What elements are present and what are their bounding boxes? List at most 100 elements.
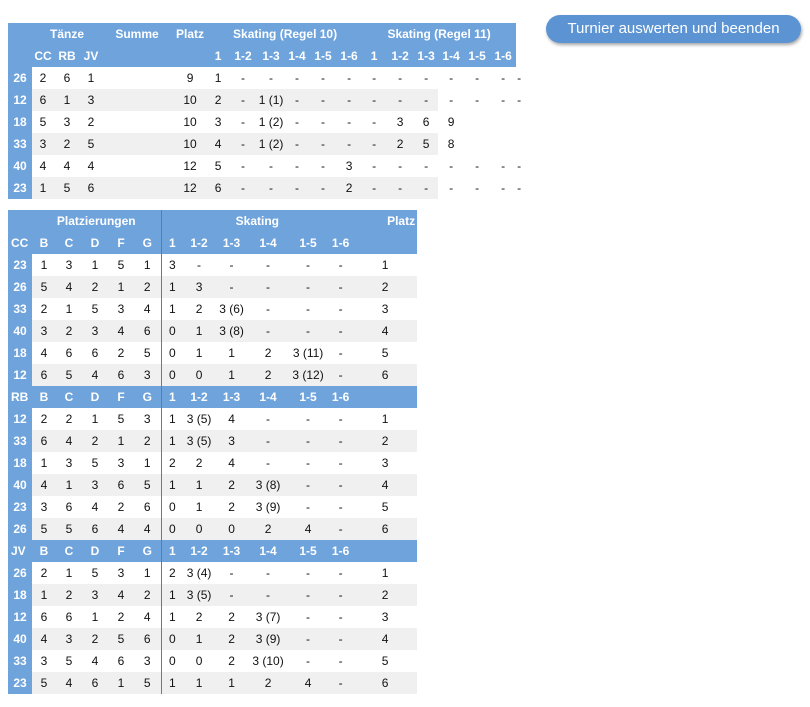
skating-value: 2 (215, 474, 249, 496)
skating11-value: - (516, 89, 522, 111)
header-platzierungen: Platzierungen (32, 210, 162, 232)
skating11-col-header: 1-5 (464, 45, 491, 67)
skating11-value: - (516, 177, 522, 199)
skating-col-header: 1-4 (248, 386, 289, 408)
skating10-value: 1 (2) (258, 111, 285, 133)
skating-value: 4 (215, 408, 249, 430)
skating-value: 0 (183, 650, 216, 672)
skating10-value: 1 (2) (258, 133, 285, 155)
judge-placing: 6 (108, 474, 134, 496)
skating10-value: - (362, 155, 387, 177)
skating-value: - (248, 584, 289, 606)
couple-number: 33 (8, 133, 32, 155)
detail-row: 12 2 2 1 5 3 1 3 (5) 4- - -1 (8, 408, 418, 430)
skating-value: - (288, 496, 329, 518)
skating-value: - (248, 276, 289, 298)
judge-placing: 6 (82, 342, 108, 364)
place-value: 6 (353, 364, 418, 386)
place-value: 5 (208, 155, 229, 177)
skating-value: - (328, 298, 354, 320)
skating-value: 1 (183, 320, 216, 342)
dance-place: 4 (32, 155, 54, 177)
skating-value: 1 (215, 364, 249, 386)
judge-placing: 1 (82, 606, 108, 628)
judge-placing: 3 (82, 320, 108, 342)
place-value: 3 (353, 298, 418, 320)
section-header-jv: JV B C D F G 1 1-2 1-3 1-4 1-5 1-6 (8, 540, 418, 562)
summary-row: 18 5 3 2 10 3-1 (2) - - - -3 6 9 (8, 111, 522, 133)
skating11-value: - (386, 155, 415, 177)
skating10-value: 3 (336, 155, 363, 177)
detail-table: Platzierungen Skating Platz CC B C D F G 1 1-2 1… (8, 210, 418, 694)
skating-value: - (328, 628, 354, 650)
judge-placing: 2 (32, 562, 56, 584)
skating11-value: - (414, 155, 439, 177)
judge-placing: 6 (108, 364, 134, 386)
place-value: 1 (208, 67, 229, 89)
couple-number: 12 (8, 89, 32, 111)
judge-placing: 3 (134, 650, 162, 672)
skating10-value: - (228, 133, 259, 155)
skating11-value: 9 (438, 111, 465, 133)
skating11-value: 3 (386, 111, 415, 133)
place-value: 5 (353, 342, 418, 364)
judge-placing: 2 (32, 298, 56, 320)
sum-value: 10 (172, 133, 209, 155)
judge-placing: 5 (108, 408, 134, 430)
couple-number: 26 (8, 518, 32, 540)
skating11-value (490, 133, 517, 155)
skating-value: 2 (215, 606, 249, 628)
skating11-value: - (490, 177, 517, 199)
place-value: 3 (353, 452, 418, 474)
judge-placing: 2 (134, 584, 162, 606)
detail-row: 40 4 3 2 5 6 0 1 2 3 (9) - -4 (8, 628, 418, 650)
detail-row: 18 4 6 6 2 5 0 1 1 2 3 (11) -5 (8, 342, 418, 364)
couple-number: 40 (8, 155, 32, 177)
skating-value: - (288, 276, 329, 298)
judge-placing: 2 (56, 408, 82, 430)
skating11-value: - (386, 89, 415, 111)
judge-placing: 3 (82, 474, 108, 496)
couple-number: 23 (8, 254, 32, 276)
sum-value: 12 (172, 177, 209, 199)
skating10-value: - (336, 111, 363, 133)
skating-value: - (288, 320, 329, 342)
header-platz: Platz (353, 210, 418, 232)
judge-placing: 5 (32, 672, 56, 694)
skating10-col-header: 1-4 (284, 45, 311, 67)
place-value: 4 (353, 474, 418, 496)
judge-placing: 2 (56, 320, 82, 342)
judge-placing: 3 (56, 628, 82, 650)
place-value: 2 (208, 89, 229, 111)
skating-value: 0 (161, 628, 184, 650)
detail-row: 33 2 1 5 3 4 1 2 3 (6) - - -3 (8, 298, 418, 320)
skating10-value: - (284, 133, 311, 155)
skating11-value (464, 133, 491, 155)
judge-placing: 5 (108, 628, 134, 650)
skating10-value: - (284, 155, 311, 177)
skating-col-header: 1-5 (288, 232, 329, 254)
judge-placing: 3 (134, 364, 162, 386)
summary-header-row-1: Tänze Summe Platz Skating (Regel 10) Ska… (8, 23, 522, 45)
skating-value: 2 (215, 628, 249, 650)
skating-value: - (215, 276, 249, 298)
place-value: 1 (353, 254, 418, 276)
header-skating-regel-11: Skating (Regel 11) (362, 23, 517, 45)
skating-value: 1 (161, 672, 184, 694)
couple-number: 26 (8, 562, 32, 584)
skating11-value: 6 (414, 111, 439, 133)
judge-placing: 1 (108, 276, 134, 298)
judge-placing: 6 (56, 342, 82, 364)
dance-place: 6 (54, 67, 80, 89)
detail-row: 23 5 4 6 1 5 1 1 1 2 4-6 (8, 672, 418, 694)
corner-cell (8, 23, 32, 45)
detail-row: 26 5 4 2 1 2 1 3- - - -2 (8, 276, 418, 298)
skating-value: 1 (215, 342, 249, 364)
skating10-value: - (258, 155, 285, 177)
judge-header: C (56, 232, 82, 254)
skating-value: 3 (6) (215, 298, 249, 320)
skating11-value (516, 133, 522, 155)
skating11-value: - (464, 155, 491, 177)
judge-placing: 6 (32, 364, 56, 386)
evaluate-finish-button[interactable]: Turnier auswerten und beenden (546, 15, 801, 43)
